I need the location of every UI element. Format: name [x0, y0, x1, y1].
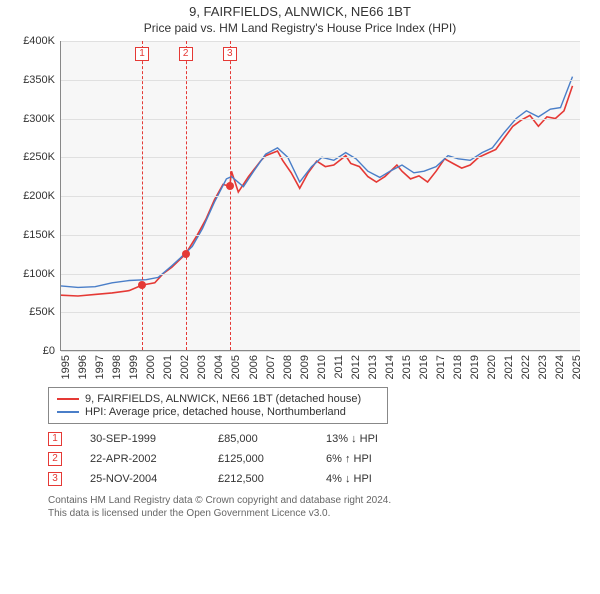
gridline — [61, 274, 580, 275]
sale-diff: 6% ↑ HPI — [326, 453, 416, 465]
series-property — [61, 86, 573, 296]
y-tick-label: £50K — [11, 306, 55, 318]
sale-marker-box: 1 — [135, 47, 149, 61]
legend-item: 9, FAIRFIELDS, ALNWICK, NE66 1BT (detach… — [57, 393, 379, 405]
gridline — [61, 119, 580, 120]
gridline — [61, 351, 580, 352]
gridline — [61, 235, 580, 236]
sale-price: £85,000 — [218, 433, 298, 445]
y-tick-label: £100K — [11, 268, 55, 280]
sale-row: 3 25-NOV-2004 £212,500 4% ↓ HPI — [48, 472, 600, 486]
sale-row-marker: 2 — [48, 452, 62, 466]
sale-row-marker: 1 — [48, 432, 62, 446]
page-subtitle: Price paid vs. HM Land Registry's House … — [0, 21, 600, 35]
gridline — [61, 196, 580, 197]
sale-vline — [230, 41, 231, 350]
sale-row: 2 22-APR-2002 £125,000 6% ↑ HPI — [48, 452, 600, 466]
legend: 9, FAIRFIELDS, ALNWICK, NE66 1BT (detach… — [48, 387, 388, 424]
legend-swatch — [57, 411, 79, 413]
y-tick-label: £350K — [11, 74, 55, 86]
chart: 1 2 3 £0 £50K £100K £150K £200K £250K £300K £350K… — [10, 41, 590, 381]
sale-price: £125,000 — [218, 453, 298, 465]
sale-diff: 4% ↓ HPI — [326, 473, 416, 485]
sale-point — [226, 182, 234, 190]
y-tick-label: £400K — [11, 35, 55, 47]
y-tick-label: £150K — [11, 229, 55, 241]
legend-label: HPI: Average price, detached house, Nort… — [85, 406, 346, 418]
plot-area: 1 2 3 — [60, 41, 580, 351]
sale-price: £212,500 — [218, 473, 298, 485]
sale-vline — [142, 41, 143, 350]
y-tick-label: £200K — [11, 190, 55, 202]
legend-label: 9, FAIRFIELDS, ALNWICK, NE66 1BT (detach… — [85, 393, 361, 405]
sales-table: 1 30-SEP-1999 £85,000 13% ↓ HPI 2 22-APR-2002… — [48, 432, 600, 486]
sale-vline — [186, 41, 187, 350]
gridline — [61, 41, 580, 42]
gridline — [61, 312, 580, 313]
footer: Contains HM Land Registry data © Crown c… — [48, 494, 600, 520]
footer-line-1: Contains HM Land Registry data © Crown c… — [48, 494, 600, 507]
sale-row: 1 30-SEP-1999 £85,000 13% ↓ HPI — [48, 432, 600, 446]
sale-date: 25-NOV-2004 — [90, 473, 190, 485]
sale-date: 22-APR-2002 — [90, 453, 190, 465]
legend-swatch — [57, 398, 79, 400]
sale-row-marker: 3 — [48, 472, 62, 486]
y-tick-label: £250K — [11, 151, 55, 163]
legend-item: HPI: Average price, detached house, Nort… — [57, 406, 379, 418]
sale-diff: 13% ↓ HPI — [326, 433, 416, 445]
sale-point — [138, 281, 146, 289]
sale-date: 30-SEP-1999 — [90, 433, 190, 445]
y-tick-label: £300K — [11, 113, 55, 125]
footer-line-2: This data is licensed under the Open Gov… — [48, 507, 600, 520]
sale-point — [182, 250, 190, 258]
gridline — [61, 157, 580, 158]
page-title: 9, FAIRFIELDS, ALNWICK, NE66 1BT — [0, 4, 600, 19]
sale-marker-box: 3 — [223, 47, 237, 61]
series-hpi — [61, 77, 573, 288]
gridline — [61, 80, 580, 81]
y-tick-label: £0 — [11, 345, 55, 357]
sale-marker-box: 2 — [179, 47, 193, 61]
x-tick-label: 2025 — [571, 355, 600, 379]
